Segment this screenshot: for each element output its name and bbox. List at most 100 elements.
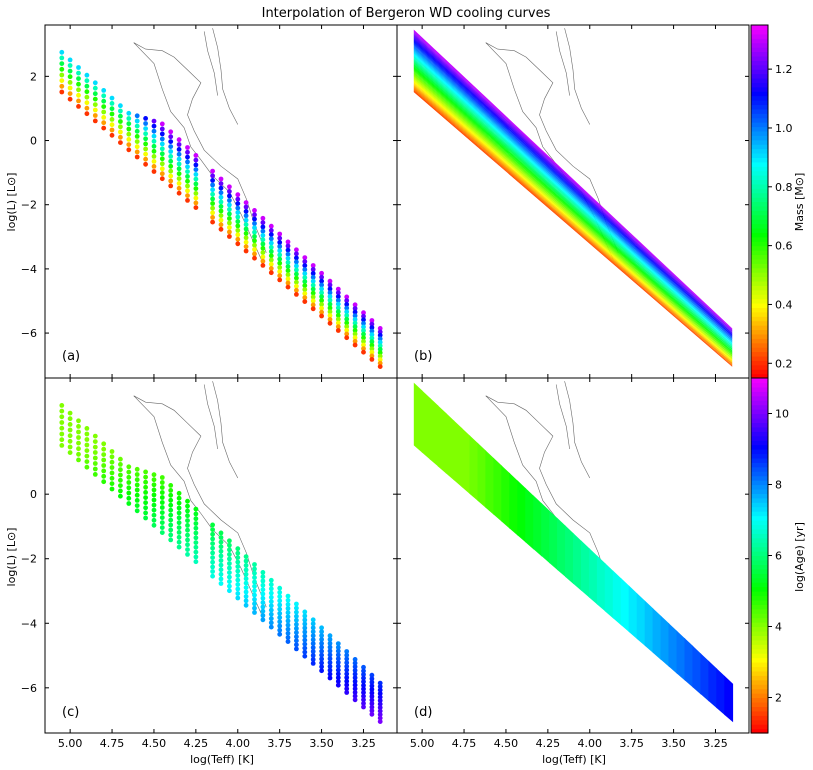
mass-point [185,193,190,199]
age-point [67,433,73,439]
age-point [377,698,383,703]
mass-band [413,89,733,367]
mass-point [235,232,241,238]
mass-band [413,32,733,331]
mass-point [193,186,199,192]
age-point [134,466,140,472]
age-point [344,656,350,662]
mass-point [319,298,324,303]
mass-band [413,81,733,361]
mass-point [252,225,257,231]
colorbar-segment [751,382,768,388]
panel-label-a: (a) [62,349,80,364]
age-point [151,492,157,498]
age-point [101,468,107,474]
colorbar-segment [751,175,768,181]
mass-point [118,140,123,146]
mass-point [210,215,216,220]
reference-track [555,31,570,96]
mass-point [126,110,132,116]
mass-band [413,44,733,338]
mass-point [335,298,341,303]
age-point [193,530,199,536]
colorbar-segment [751,254,768,260]
colorbar-segment [751,355,768,361]
age-point [59,403,65,408]
age-point [310,661,316,666]
mass-point [92,102,98,107]
mass-point [252,229,257,235]
age-point [210,550,216,556]
y-tick-label: 0 [30,135,37,148]
mass-point [67,85,73,91]
mass-point [352,302,358,308]
mass-point [352,306,358,311]
age-point [101,473,107,479]
age-point [235,573,241,578]
panel-frame [396,377,750,734]
age-point [344,671,350,677]
mass-point [67,91,73,96]
mass-point [327,290,333,296]
age-point [218,544,224,550]
age-point [235,568,241,574]
colorbar-segment [751,431,768,437]
age-point [319,664,324,670]
mass-point [134,123,140,129]
age-point [84,464,90,470]
age-point [302,653,308,659]
mass-point [285,280,291,286]
age-point [277,598,283,604]
mass-point [243,204,249,210]
mass-point [285,251,291,257]
colorbar-tick-label: 8 [775,479,782,492]
age-point [319,652,324,658]
age-point [377,684,383,689]
age-point [235,582,241,587]
age-point [76,435,81,440]
mass-band [413,46,733,340]
age-point [260,604,266,610]
mass-point [268,244,274,250]
age-point [294,605,299,611]
colorbar-segment [751,582,768,588]
colorbar-segment [751,684,768,690]
mass-point [159,126,165,132]
colorbar-segment [751,559,768,565]
age-point [193,516,199,522]
colorbar-segment [751,307,768,313]
mass-point [218,204,224,209]
mass-point [294,292,299,297]
mass-point [361,342,366,348]
mass-band [413,31,733,331]
mass-point [335,328,341,333]
mass-point [319,313,324,319]
mass-point [294,255,299,261]
age-point [268,603,274,609]
mass-point [159,171,165,177]
age-point [92,461,98,466]
mass-point [302,283,308,288]
mass-band [413,70,733,354]
mass-point [377,346,383,352]
mass-point [260,224,266,230]
age-band [612,570,622,626]
age-point [369,672,375,678]
age-point [344,682,350,688]
age-point [151,482,157,488]
age-band [421,390,431,460]
age-point [335,648,341,654]
mass-point [377,360,383,366]
age-point [268,586,274,592]
mass-point [310,290,316,296]
age-point [101,479,107,485]
mass-band [413,47,733,340]
age-point [218,539,224,545]
mass-point [277,248,283,254]
mass-point [277,265,283,270]
mass-point [126,121,132,127]
mass-point [168,154,174,159]
panel-label-c: (c) [62,705,79,720]
mass-point [143,136,149,142]
age-point [310,653,316,658]
